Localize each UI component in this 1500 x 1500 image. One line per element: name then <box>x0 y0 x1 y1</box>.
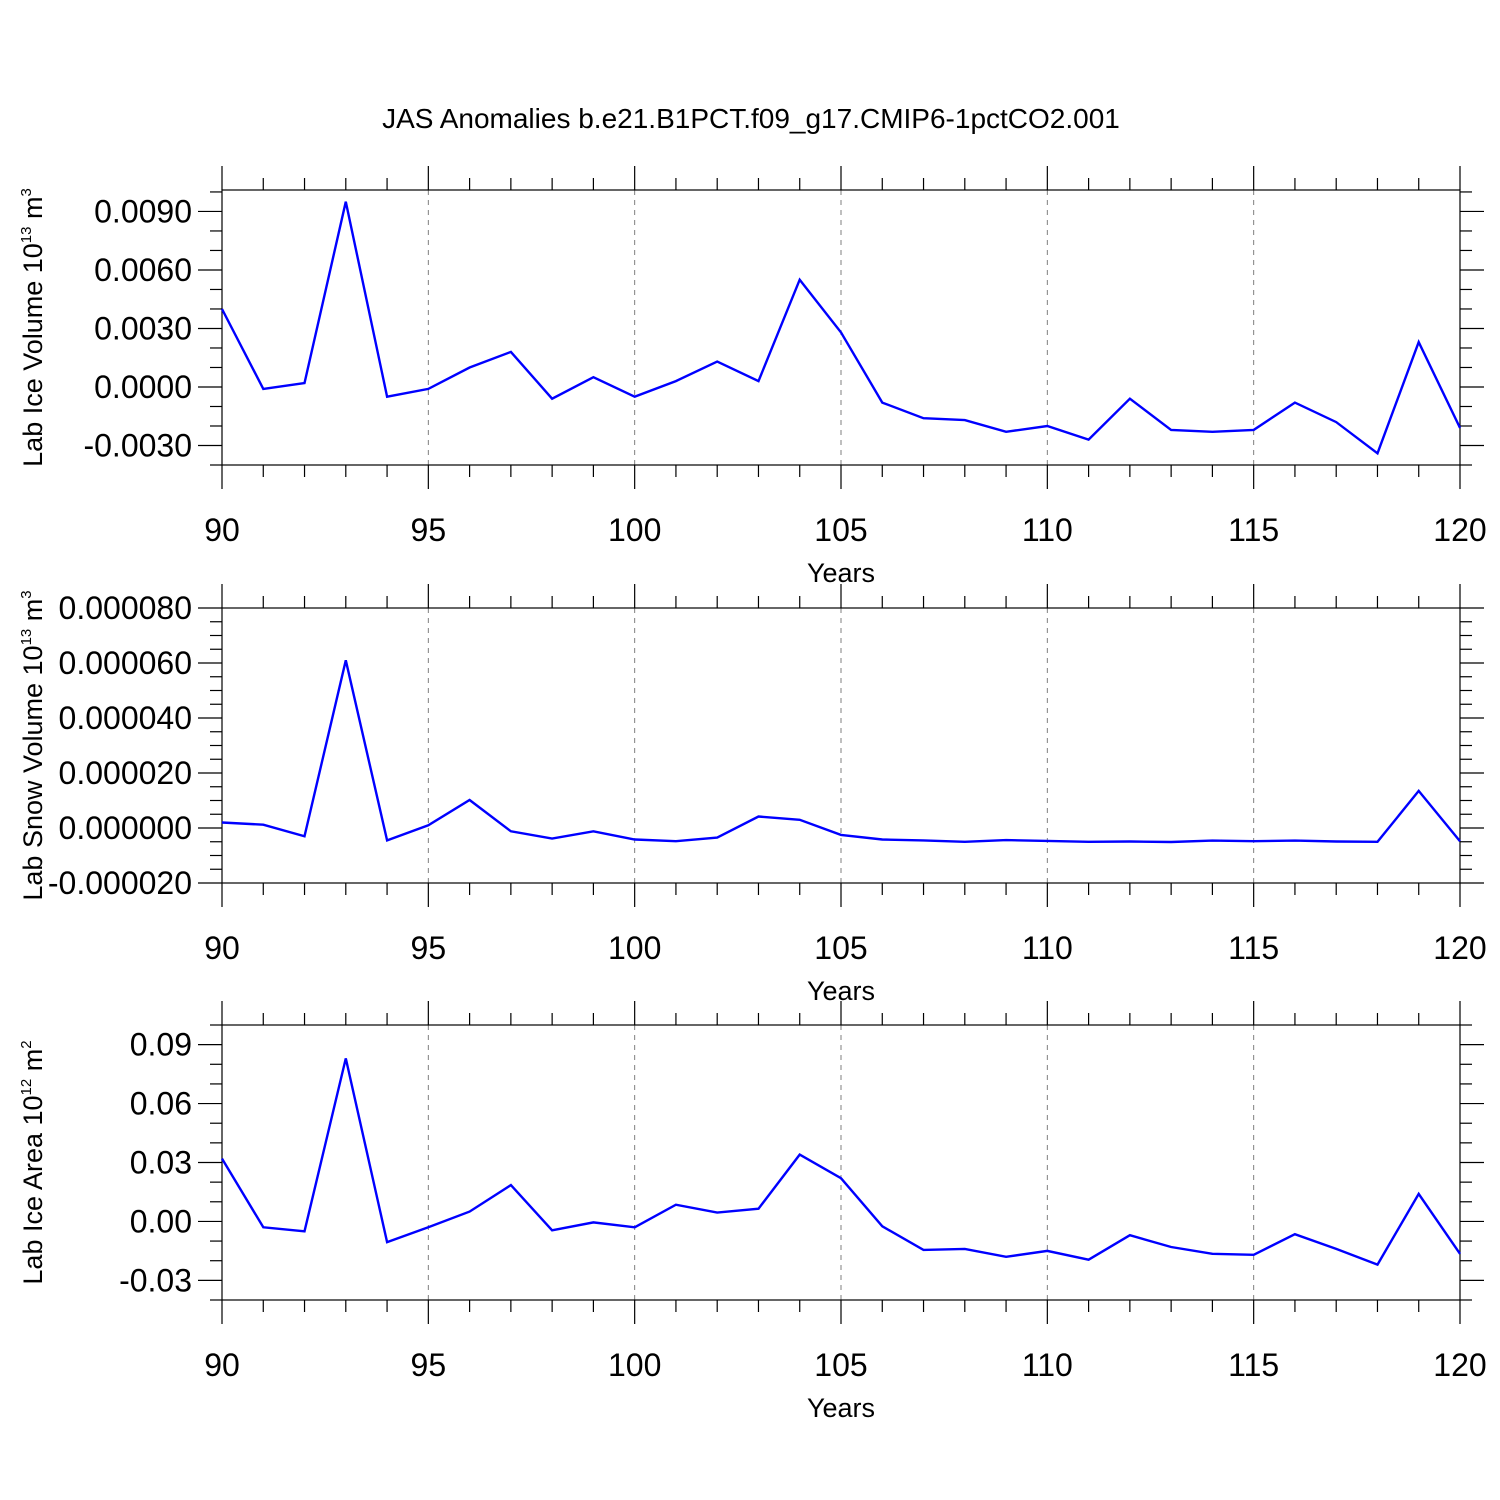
y-tick-label: 0.0030 <box>94 310 192 346</box>
x-tick-label: 120 <box>1433 512 1486 548</box>
y-tick-label: 0.06 <box>130 1086 192 1122</box>
y-axis-label: Lab Ice Volume 1013 m3 <box>18 188 48 467</box>
y-tick-label: -0.000020 <box>48 865 192 901</box>
y-tick-label: 0.09 <box>130 1027 192 1063</box>
series-line <box>220 1058 1461 1267</box>
x-tick-label: 110 <box>1022 930 1073 966</box>
y-tick-label: 0.00 <box>130 1203 192 1239</box>
y-axis-label: Lab Ice Area 1012 m2 <box>18 1040 48 1284</box>
y-tick-label: -0.03 <box>119 1262 192 1298</box>
y-tick-label: 0.03 <box>130 1145 192 1181</box>
x-axis-label: Years <box>807 558 875 588</box>
x-tick-label: 90 <box>204 512 240 548</box>
figure-title: JAS Anomalies b.e21.B1PCT.f09_g17.CMIP6-… <box>382 103 1120 134</box>
y-tick-label: 0.000040 <box>59 700 192 736</box>
x-tick-label: 90 <box>204 1347 240 1383</box>
x-tick-label: 95 <box>411 930 447 966</box>
x-tick-label: 120 <box>1433 930 1486 966</box>
y-axis-label: Lab Snow Volume 1013 m3 <box>18 590 48 900</box>
x-tick-label: 110 <box>1022 1347 1073 1383</box>
x-tick-label: 110 <box>1022 512 1073 548</box>
y-tick-label: 0.000000 <box>59 810 192 846</box>
x-axis-label: Years <box>807 1393 875 1423</box>
series-line <box>221 660 1461 844</box>
y-tick-label: 0.0090 <box>94 193 192 229</box>
y-tick-label: 0.000080 <box>59 590 192 626</box>
x-tick-label: 90 <box>204 930 240 966</box>
x-tick-label: 95 <box>411 1347 447 1383</box>
y-tick-label: 0.000020 <box>59 755 192 791</box>
x-tick-label: 100 <box>608 930 661 966</box>
series-line <box>220 201 1462 456</box>
x-tick-label: 100 <box>608 1347 661 1383</box>
x-tick-label: 115 <box>1228 930 1279 966</box>
x-tick-label: 120 <box>1433 1347 1486 1383</box>
chart-panel-3: -0.03 0.00 0.03 0.06 0.09 90 95 100 105 110 115 120… <box>18 1001 1487 1423</box>
x-tick-label: 105 <box>814 512 867 548</box>
y-tick-label: 0.0000 <box>94 369 192 405</box>
y-tick-label: 0.0060 <box>94 252 192 288</box>
y-tick-label: -0.0030 <box>83 427 192 463</box>
x-tick-label: 100 <box>608 512 661 548</box>
chart-panel-1: -0.0030 0.0000 0.0030 0.0060 0.0090 90 95 100 10… <box>18 166 1487 588</box>
x-tick-label: 115 <box>1228 512 1279 548</box>
y-tick-label: 0.000060 <box>59 645 192 681</box>
x-tick-label: 95 <box>411 512 447 548</box>
x-tick-label: 115 <box>1228 1347 1279 1383</box>
chart-panel-2: -0.000020 0.000000 0.000020 0.000040 0.00006… <box>18 584 1487 1006</box>
x-tick-label: 105 <box>814 930 867 966</box>
x-tick-label: 105 <box>814 1347 867 1383</box>
